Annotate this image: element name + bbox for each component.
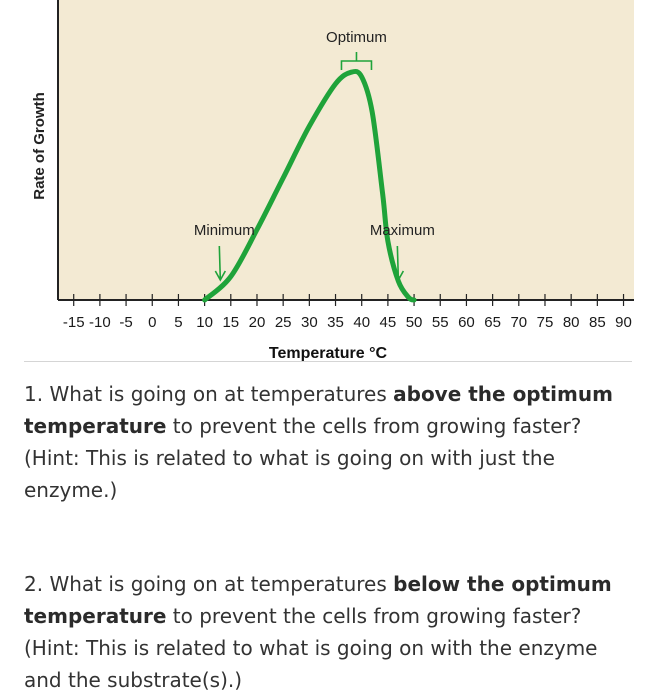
x-tick-label: 10 <box>196 314 213 331</box>
question-2: 2. What is going on at temperatures belo… <box>24 568 634 696</box>
annotation-maximum-label: Maximum <box>370 222 435 239</box>
y-axis-label: Rate of Growth <box>31 92 48 200</box>
chart-annotations: Optimum Minimum Maximum <box>194 29 435 282</box>
x-tick-label: 60 <box>458 314 475 331</box>
x-axis-tick-labels: -15 -10 -5 0 5 10 15 20 25 30 35 40 45 50 55 60 65 70 75 80… <box>63 314 632 331</box>
question-2-text-start: What is going on at temperatures <box>43 572 394 596</box>
x-tick-label: 45 <box>380 314 397 331</box>
x-tick-label: -5 <box>119 314 132 331</box>
x-tick-label: 20 <box>249 314 266 331</box>
x-tick-label: -10 <box>89 314 111 331</box>
x-tick-label: 0 <box>148 314 156 331</box>
x-tick-label: 65 <box>484 314 501 331</box>
x-tick-label: 75 <box>537 314 554 331</box>
x-tick-label: 30 <box>301 314 318 331</box>
annotation-optimum-bracket <box>340 52 373 70</box>
question-1-text-end: to prevent the cells from growing faster… <box>24 414 582 502</box>
x-tick-label: 55 <box>432 314 449 331</box>
x-tick-label: 80 <box>563 314 580 331</box>
x-axis-ticks <box>73 294 625 306</box>
x-tick-label: 90 <box>615 314 632 331</box>
x-tick-label: 85 <box>589 314 606 331</box>
question-2-emphasis: below the optimum temperature <box>24 572 612 628</box>
question-1-number: 1. <box>24 382 44 406</box>
x-tick-label: -15 <box>63 314 85 331</box>
question-1-text-start: What is going on at temperatures <box>43 382 394 406</box>
x-tick-label: 70 <box>510 314 527 331</box>
x-tick-label: 50 <box>406 314 423 331</box>
x-axis-label: Temperature °C <box>269 345 388 362</box>
question-1-emphasis: above the optimum temperature <box>24 382 613 438</box>
x-tick-label: 5 <box>174 314 182 331</box>
x-tick-label: 40 <box>353 314 370 331</box>
annotation-minimum-label: Minimum <box>194 222 255 239</box>
x-tick-label: 15 <box>222 314 239 331</box>
question-2-number: 2. <box>24 572 44 596</box>
question-2-text-end: to prevent the cells from growing faster… <box>24 604 598 692</box>
section-divider <box>24 361 632 362</box>
annotation-maximum-arrow <box>392 245 405 282</box>
x-tick-label: 35 <box>327 314 344 331</box>
x-tick-label: 25 <box>275 314 292 331</box>
growth-temperature-chart: -15 -10 -5 0 5 10 15 20 25 30 35 40 45 50 55 60 65 70 75 80… <box>31 0 634 362</box>
plot-area-background <box>58 0 634 300</box>
annotation-optimum-label: Optimum <box>326 29 387 46</box>
question-1: 1. What is going on at temperatures abov… <box>24 378 634 506</box>
annotation-minimum-arrow <box>214 245 227 282</box>
